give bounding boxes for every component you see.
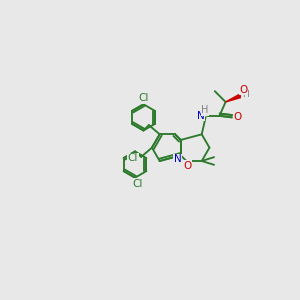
Text: O: O [239, 85, 248, 95]
Text: Cl: Cl [138, 93, 149, 103]
Polygon shape [226, 94, 240, 102]
Text: H: H [242, 90, 249, 99]
Text: H: H [201, 105, 208, 116]
Text: Cl: Cl [132, 179, 142, 189]
Text: N: N [174, 154, 182, 164]
Text: Cl: Cl [128, 153, 138, 163]
Text: O: O [233, 112, 241, 122]
Text: N: N [197, 111, 205, 121]
Text: O: O [183, 160, 191, 171]
